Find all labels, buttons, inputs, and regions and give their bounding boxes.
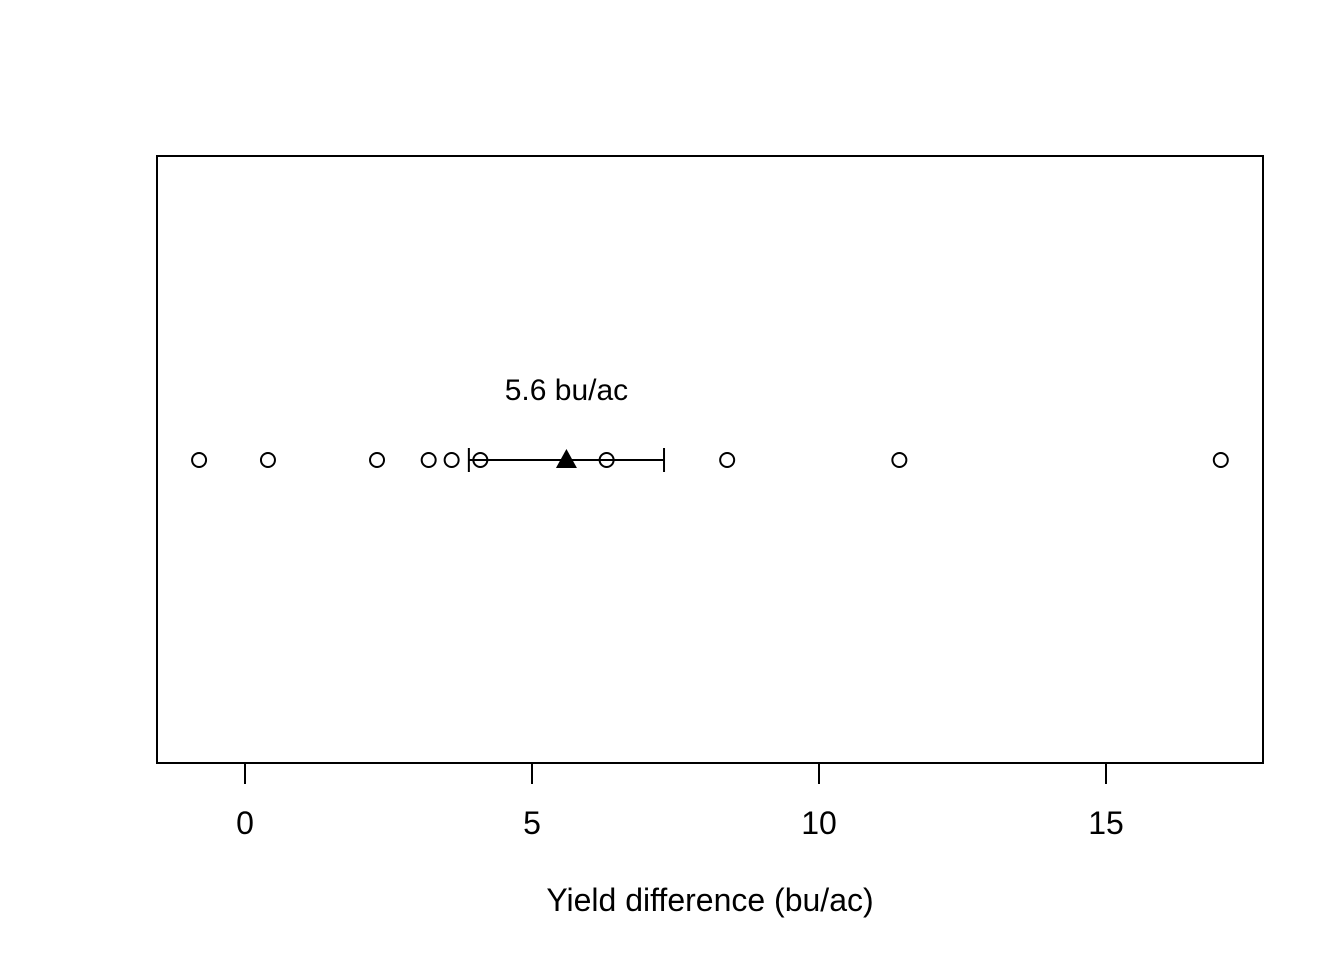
data-point-circle [891,452,908,468]
mean-value-annotation: 5.6 bu/ac [504,374,629,407]
data-point-circle [191,452,208,468]
x-axis-tick-label: 5 [523,805,541,841]
data-point-circle [598,452,615,468]
data-point-circle [443,452,460,468]
mean-triangle-marker [555,449,577,468]
data-point-circle [1212,452,1229,468]
data-point-circle [420,452,437,468]
x-axis-tick-label: 15 [1088,805,1124,841]
data-point-circle [719,452,736,468]
data-point-circle [369,452,386,468]
plot-box [156,155,1264,764]
x-axis-tick-label: 10 [801,805,837,841]
x-axis-title: Yield difference (bu/ac) [546,882,874,918]
data-point-circle [472,452,489,468]
data-point-circle [259,452,276,468]
x-axis-tick-label: 0 [236,805,254,841]
